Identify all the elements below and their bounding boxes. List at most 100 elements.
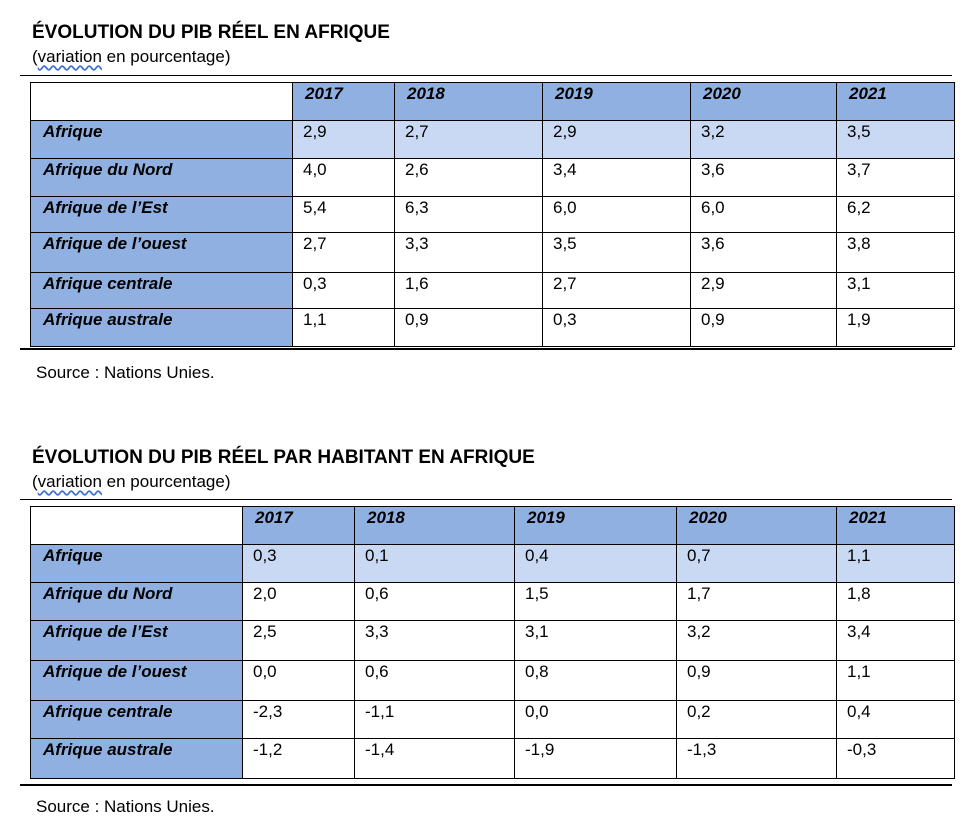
value-cell: 2,7 [542, 272, 691, 309]
table1-top-rule [20, 75, 952, 76]
value-cell: 1,1 [836, 544, 955, 583]
value-cell: 3,6 [690, 232, 837, 273]
value-cell: -1,3 [676, 738, 837, 779]
table1-title: ÉVOLUTION DU PIB RÉEL EN AFRIQUE [32, 22, 390, 43]
value-cell: 1,1 [836, 660, 955, 701]
value-cell: 6,0 [542, 196, 691, 233]
table-row: Afrique australe 1,1 0,9 0,3 0,9 1,9 [30, 308, 955, 347]
value-cell: 2,7 [394, 120, 543, 159]
table2-year-header: 2020 [676, 506, 837, 545]
table-row: Afrique australe -1,2 -1,4 -1,9 -1,3 -0,… [30, 738, 955, 779]
value-cell: -1,4 [354, 738, 515, 779]
table-row: Afrique de l’Est 5,4 6,3 6,0 6,0 6,2 [30, 196, 955, 233]
table1-subtitle-open: ( [32, 47, 38, 66]
value-cell: 3,4 [542, 158, 691, 197]
value-cell: -1,1 [354, 700, 515, 739]
table-row: Afrique centrale -2,3 -1,1 0,0 0,2 0,4 [30, 700, 955, 739]
value-cell: 2,5 [242, 620, 355, 661]
gdp-per-capita-table: 2017 2018 2019 2020 2021 Afrique 0,3 0,1… [30, 506, 955, 779]
value-cell: 2,6 [394, 158, 543, 197]
table-row: Afrique de l’Est 2,5 3,3 3,1 3,2 3,4 [30, 620, 955, 661]
table-row: Afrique centrale 0,3 1,6 2,7 2,9 3,1 [30, 272, 955, 309]
region-label: Afrique de l’ouest [30, 660, 243, 701]
value-cell: 3,1 [836, 272, 955, 309]
value-cell: 3,1 [514, 620, 677, 661]
value-cell: 0,4 [514, 544, 677, 583]
value-cell: 3,2 [676, 620, 837, 661]
value-cell: 3,7 [836, 158, 955, 197]
value-cell: -1,2 [242, 738, 355, 779]
table1-bottom-rule [20, 348, 952, 350]
table2-source: Source : Nations Unies. [36, 797, 215, 816]
value-cell: 1,6 [394, 272, 543, 309]
value-cell: 0,3 [542, 308, 691, 347]
table1-corner-cell [30, 82, 293, 121]
table2-top-rule [20, 499, 952, 500]
table1-subtitle-word: variation [37, 47, 102, 66]
value-cell: -1,9 [514, 738, 677, 779]
value-cell: 0,4 [836, 700, 955, 739]
value-cell: 4,0 [292, 158, 395, 197]
value-cell: 0,3 [292, 272, 395, 309]
table1-source: Source : Nations Unies. [36, 363, 215, 382]
region-label: Afrique [30, 120, 293, 159]
region-label: Afrique australe [30, 738, 243, 779]
value-cell: -2,3 [242, 700, 355, 739]
value-cell: 0,6 [354, 660, 515, 701]
value-cell: 3,3 [354, 620, 515, 661]
table2-year-header: 2017 [242, 506, 355, 545]
value-cell: 0,3 [242, 544, 355, 583]
gdp-growth-table: 2017 2018 2019 2020 2021 Afrique 2,9 2,7… [30, 82, 955, 347]
value-cell: 0,2 [676, 700, 837, 739]
value-cell: 0,0 [514, 700, 677, 739]
value-cell: 1,8 [836, 582, 955, 621]
value-cell: 0,9 [394, 308, 543, 347]
table1-year-header: 2019 [542, 82, 691, 121]
region-label: Afrique [30, 544, 243, 583]
value-cell: 1,1 [292, 308, 395, 347]
value-cell: 0,9 [690, 308, 837, 347]
region-label: Afrique du Nord [30, 582, 243, 621]
value-cell: 6,3 [394, 196, 543, 233]
table2-title: ÉVOLUTION DU PIB RÉEL PAR HABITANT EN AF… [32, 447, 535, 468]
value-cell: 3,2 [690, 120, 837, 159]
table-row: Afrique 0,3 0,1 0,4 0,7 1,1 [30, 544, 955, 583]
region-label: Afrique du Nord [30, 158, 293, 197]
value-cell: 2,0 [242, 582, 355, 621]
value-cell: -0,3 [836, 738, 955, 779]
region-label: Afrique australe [30, 308, 293, 347]
table2-header-row: 2017 2018 2019 2020 2021 [30, 506, 955, 545]
value-cell: 1,9 [836, 308, 955, 347]
table2-subtitle: (variation en pourcentage) [32, 472, 230, 492]
table1-year-header: 2021 [836, 82, 955, 121]
table-row: Afrique du Nord 2,0 0,6 1,5 1,7 1,8 [30, 582, 955, 621]
region-label: Afrique centrale [30, 272, 293, 309]
value-cell: 3,8 [836, 232, 955, 273]
value-cell: 0,8 [514, 660, 677, 701]
value-cell: 6,2 [836, 196, 955, 233]
table2-year-header: 2021 [836, 506, 955, 545]
table2-year-header: 2018 [354, 506, 515, 545]
value-cell: 5,4 [292, 196, 395, 233]
table-row: Afrique de l’ouest 2,7 3,3 3,5 3,6 3,8 [30, 232, 955, 273]
table1-header-row: 2017 2018 2019 2020 2021 [30, 82, 955, 121]
table-row: Afrique du Nord 4,0 2,6 3,4 3,6 3,7 [30, 158, 955, 197]
value-cell: 3,5 [542, 232, 691, 273]
value-cell: 1,7 [676, 582, 837, 621]
value-cell: 0,0 [242, 660, 355, 701]
table2-subtitle-open: ( [32, 472, 38, 491]
value-cell: 0,9 [676, 660, 837, 701]
value-cell: 2,9 [690, 272, 837, 309]
table2-subtitle-rest: en pourcentage) [101, 472, 231, 491]
region-label: Afrique centrale [30, 700, 243, 739]
table2-year-header: 2019 [514, 506, 677, 545]
value-cell: 6,0 [690, 196, 837, 233]
table1-year-header: 2020 [690, 82, 837, 121]
value-cell: 2,9 [542, 120, 691, 159]
region-label: Afrique de l’ouest [30, 232, 293, 273]
table2-corner-cell [30, 506, 243, 545]
region-label: Afrique de l’Est [30, 196, 293, 233]
table1-subtitle-rest: en pourcentage) [101, 47, 231, 66]
value-cell: 3,6 [690, 158, 837, 197]
value-cell: 0,6 [354, 582, 515, 621]
